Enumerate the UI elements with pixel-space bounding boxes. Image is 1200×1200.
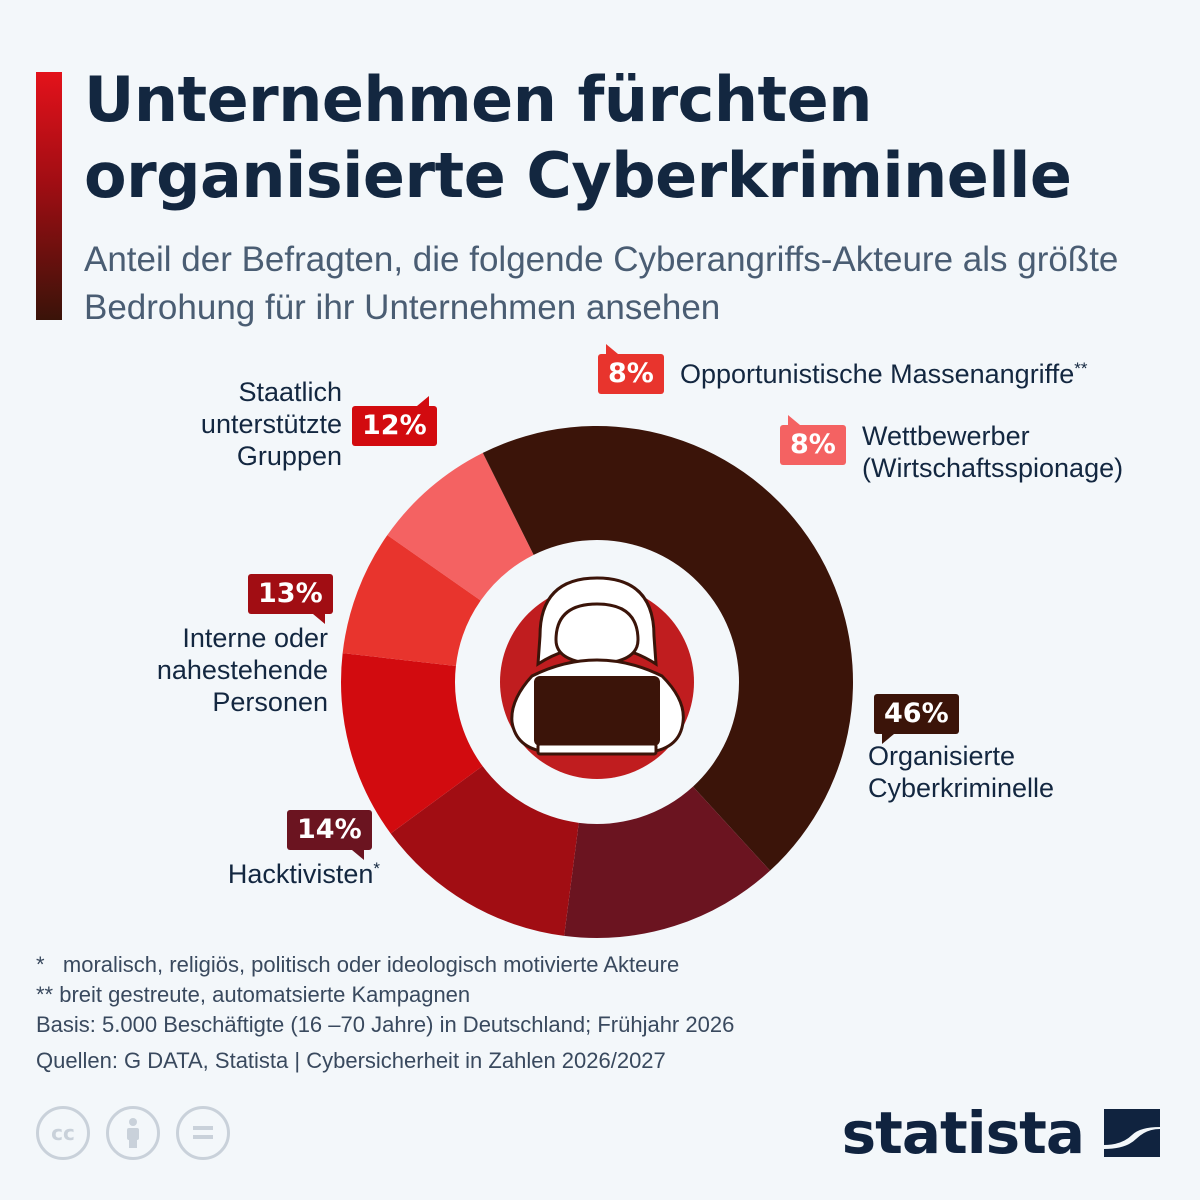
slice-competitors — [387, 452, 534, 601]
data-label-internal: 13% — [248, 574, 333, 624]
page-subtitle: Anteil der Befragten, die folgende Cyber… — [84, 240, 1119, 327]
center-graphic — [500, 576, 694, 779]
slice-organized — [482, 426, 853, 871]
basis-note: Basis: 5.000 Beschäftigte (16 –70 Jahre)… — [36, 1012, 735, 1037]
person-icon[interactable] — [106, 1106, 160, 1160]
data-label-state: 12% — [352, 396, 437, 446]
category-label-internal: Interne oder nahestehende Personen — [156, 623, 328, 717]
footnote-2: ** breit gestreute, automatsierte Kampag… — [36, 982, 471, 1007]
category-label-organized: Organisierte Cyberkriminelle — [868, 741, 1055, 803]
sources-note: Quellen: G DATA, Statista | Cybersicherh… — [36, 1048, 666, 1073]
slice-state — [341, 653, 483, 834]
data-label-hacktivists: 14% — [287, 810, 372, 860]
slice-internal — [390, 766, 579, 936]
category-label-competitors: Wettbewerber (Wirtschaftsspionage) — [862, 421, 1124, 483]
cc-icon[interactable]: cc — [36, 1106, 90, 1160]
slice-mass — [342, 535, 481, 666]
title-accent-bar — [36, 72, 62, 320]
brand-name: statista — [841, 1099, 1085, 1167]
equals-icon[interactable] — [176, 1106, 230, 1160]
statista-brand[interactable]: statista — [842, 1098, 1164, 1168]
page-title: Unternehmen fürchten organisierte Cyberk… — [84, 63, 1072, 212]
footnotes: * moralisch, religiös, politisch oder id… — [36, 950, 1136, 1076]
statista-logo-icon — [1104, 1109, 1160, 1157]
hooded-hacker-laptop-icon — [510, 576, 685, 756]
data-label-competitors: 8% — [780, 415, 846, 465]
data-label-organized: 46% — [874, 694, 959, 744]
slice-hacktivists — [564, 786, 771, 938]
category-label-mass: Opportunistische Massenangriffe** — [680, 359, 1088, 389]
license-icons: cc — [36, 1106, 230, 1160]
data-label-mass: 8% — [598, 344, 664, 394]
category-label-hacktivists: Hacktivisten* — [227, 859, 380, 889]
footnote-1: * moralisch, religiös, politisch oder id… — [36, 952, 680, 977]
category-label-state: Staatlich unterstützte Gruppen — [200, 377, 342, 471]
